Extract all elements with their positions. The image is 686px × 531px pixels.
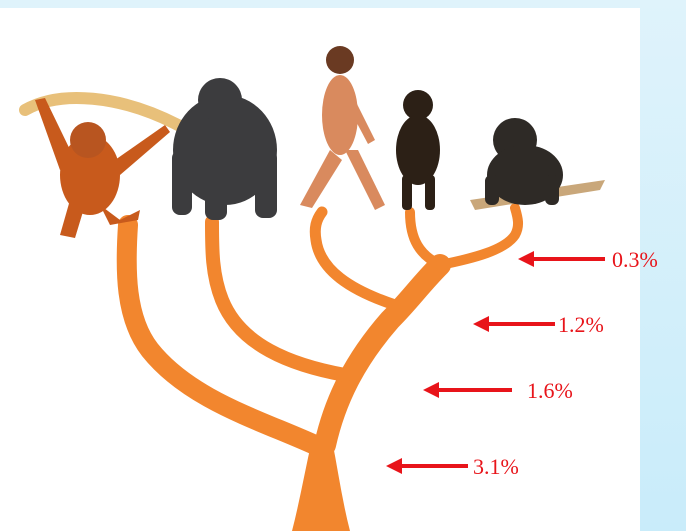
divergence-label: 3.1%: [473, 454, 519, 479]
diagram: 0.3% 1.2% 1.6% 3.1%: [0, 0, 686, 531]
divergence-label: 1.6%: [527, 378, 573, 403]
page: 0.3% 1.2% 1.6% 3.1% (() => { const data …: [0, 0, 686, 531]
divergence-label: 1.2%: [558, 312, 604, 337]
divergence-label: 0.3%: [612, 247, 658, 272]
